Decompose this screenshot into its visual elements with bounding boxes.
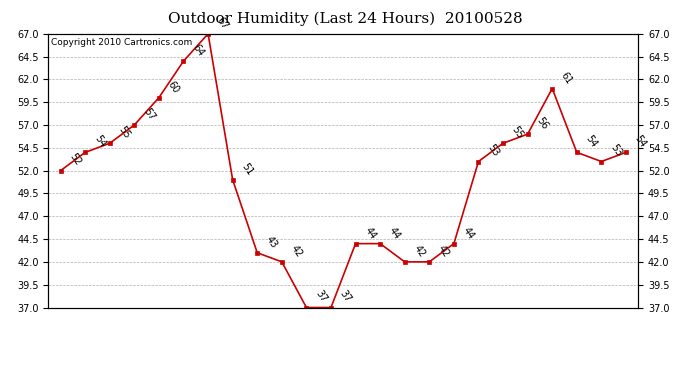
- Text: 64: 64: [190, 43, 206, 58]
- Text: 51: 51: [239, 161, 255, 177]
- Text: 44: 44: [387, 225, 402, 241]
- Text: 60: 60: [166, 79, 181, 95]
- Text: 54: 54: [584, 134, 599, 150]
- Text: Copyright 2010 Cartronics.com: Copyright 2010 Cartronics.com: [51, 38, 193, 47]
- Text: 37: 37: [338, 289, 353, 305]
- Text: 37: 37: [313, 289, 328, 305]
- Text: 42: 42: [436, 243, 451, 259]
- Text: 56: 56: [535, 116, 550, 131]
- Text: 42: 42: [412, 243, 427, 259]
- Text: 57: 57: [141, 106, 157, 122]
- Text: 53: 53: [486, 143, 501, 159]
- Text: 44: 44: [461, 225, 476, 241]
- Text: 53: 53: [609, 143, 624, 159]
- Text: Outdoor Humidity (Last 24 Hours)  20100528: Outdoor Humidity (Last 24 Hours) 2010052…: [168, 11, 522, 26]
- Text: 55: 55: [510, 124, 525, 141]
- Text: 67: 67: [215, 15, 230, 31]
- Text: 44: 44: [362, 225, 377, 241]
- Text: 55: 55: [117, 124, 132, 141]
- Text: 54: 54: [633, 134, 648, 150]
- Text: 42: 42: [289, 243, 304, 259]
- Text: 54: 54: [92, 134, 108, 150]
- Text: 52: 52: [68, 152, 83, 168]
- Text: 43: 43: [264, 234, 279, 250]
- Text: 61: 61: [559, 70, 574, 86]
